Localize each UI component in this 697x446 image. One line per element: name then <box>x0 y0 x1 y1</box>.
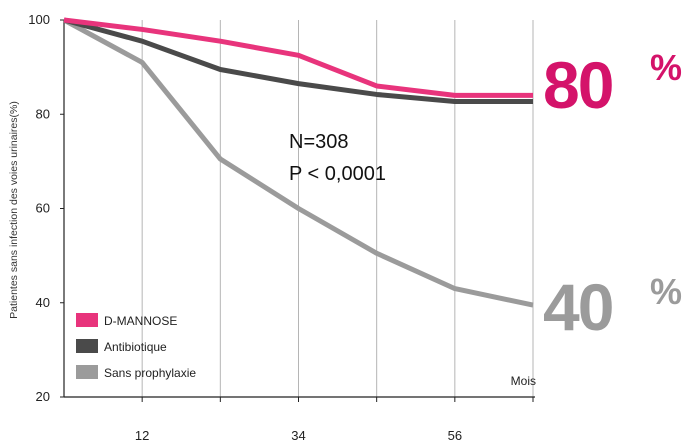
y-tick-label: 40 <box>36 295 50 310</box>
y-tick-label: 20 <box>36 389 50 404</box>
y-tick-label: 80 <box>36 106 50 121</box>
annotation-n: N=308 <box>289 131 349 153</box>
legend-item: Antibiotique <box>76 339 167 354</box>
x-tick-label: 56 <box>448 428 462 443</box>
callout-80: 80 % <box>543 47 682 122</box>
legend-swatch <box>76 365 98 379</box>
callout-40: 40 % <box>543 270 682 344</box>
legend-label: Sans prophylaxie <box>104 366 196 380</box>
legend-label: Antibiotique <box>104 340 167 354</box>
y-tick-label: 60 <box>36 201 50 216</box>
series-line <box>62 17 534 308</box>
legend: D-MANNOSE Antibiotique Sans prophylaxie <box>76 313 196 380</box>
x-tick-label: 34 <box>291 428 305 443</box>
x-unit-label: Mois <box>511 374 536 388</box>
callout-number: 40 <box>543 270 612 344</box>
y-tick-label: 100 <box>28 12 50 27</box>
legend-swatch <box>76 313 98 327</box>
legend-label: D-MANNOSE <box>104 314 177 328</box>
legend-item: Sans prophylaxie <box>76 365 196 380</box>
legend-item: D-MANNOSE <box>76 313 177 328</box>
annotation-p: P < 0,0001 <box>289 163 386 185</box>
grid <box>141 20 534 397</box>
series-line <box>63 17 533 105</box>
axes: 100 80 60 40 20 12 34 56 <box>28 12 535 443</box>
callout-percent: % <box>650 271 682 312</box>
y-axis-label: Patientes sans infection des voies urina… <box>8 101 20 319</box>
callout-number: 80 <box>543 48 612 122</box>
legend-swatch <box>76 339 98 353</box>
callout-percent: % <box>650 47 682 88</box>
x-tick-label: 12 <box>135 428 149 443</box>
series-lines <box>62 17 534 308</box>
series-line <box>63 17 533 98</box>
